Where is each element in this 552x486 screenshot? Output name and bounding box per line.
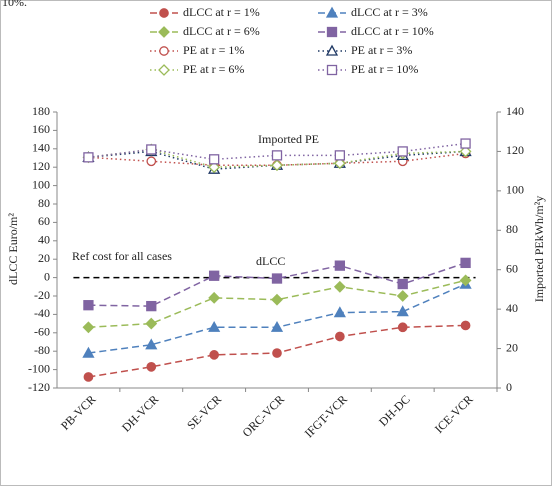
- y-axis-label: dLCC Euro/m²: [6, 213, 20, 285]
- annotation: dLCC: [256, 254, 285, 268]
- data-point: [83, 372, 94, 382]
- caption-fragment: 10%.: [2, 0, 27, 9]
- y-tick-label: 20: [38, 251, 50, 265]
- y2-tick-label: 0: [506, 380, 512, 394]
- y2-tick-label: 120: [506, 143, 524, 157]
- data-point: [208, 161, 221, 174]
- legend-marker: [325, 44, 339, 56]
- data-point: [208, 291, 221, 304]
- legend-marker: [158, 64, 170, 76]
- legend-label: PE at r = 3%: [351, 43, 412, 57]
- data-point: [82, 321, 95, 334]
- legend-marker: [159, 46, 169, 56]
- y-tick-label: -60: [34, 325, 50, 339]
- legend-item: PE at r = 3%: [318, 43, 412, 57]
- legend-label: dLCC at r = 3%: [351, 5, 428, 19]
- data-point: [208, 154, 220, 165]
- legend-label: dLCC at r = 1%: [183, 5, 260, 19]
- data-point: [146, 300, 157, 312]
- legend-label: dLCC at r = 10%: [351, 24, 434, 38]
- data-point: [397, 322, 408, 333]
- data-point: [209, 350, 219, 360]
- legend-item: PE at r = 10%: [318, 62, 418, 76]
- legend-marker: [326, 64, 338, 76]
- legend-label: PE at r = 6%: [183, 62, 244, 76]
- data-point: [146, 361, 157, 372]
- data-point: [460, 320, 471, 331]
- data-point: [271, 159, 283, 172]
- y2-axis-label: Imported PEkWh/m²y: [532, 196, 546, 303]
- data-point: [83, 152, 94, 163]
- legend-item: dLCC at r = 10%: [318, 24, 434, 38]
- y2-tick-label: 60: [506, 261, 518, 275]
- annotation: Imported PE: [258, 132, 319, 146]
- y-tick-label: 180: [32, 104, 50, 118]
- y-tick-label: 0: [44, 269, 50, 283]
- data-point: [334, 150, 346, 161]
- data-point: [83, 300, 94, 311]
- data-point: [333, 280, 346, 293]
- y-tick-label: -20: [34, 288, 50, 302]
- y-tick-label: 100: [32, 177, 50, 191]
- y-tick-label: 120: [32, 159, 50, 173]
- data-point: [460, 257, 471, 269]
- y-tick-label: 160: [32, 122, 50, 136]
- y2-tick-label: 40: [506, 301, 518, 315]
- legend-item: dLCC at r = 6%: [150, 24, 260, 38]
- data-point: [208, 320, 221, 332]
- data-point: [271, 150, 283, 161]
- data-point: [270, 320, 284, 332]
- y-tick-label: 40: [38, 233, 50, 247]
- data-point: [333, 306, 346, 318]
- data-point: [334, 260, 346, 271]
- data-point: [82, 346, 95, 358]
- legend-marker: [159, 8, 169, 18]
- y2-tick-label: 20: [506, 340, 518, 354]
- data-point: [146, 156, 157, 167]
- data-point: [396, 305, 409, 317]
- data-point: [145, 317, 158, 330]
- data-point: [208, 270, 220, 281]
- y-tick-label: -40: [34, 306, 50, 320]
- legend-item: PE at r = 6%: [150, 62, 244, 76]
- y-tick-label: -120: [28, 380, 50, 394]
- legend-label: dLCC at r = 6%: [183, 24, 260, 38]
- data-point: [146, 144, 157, 155]
- legend-item: PE at r = 1%: [150, 43, 244, 57]
- y-tick-label: 80: [38, 196, 50, 210]
- y2-tick-label: 140: [506, 104, 524, 118]
- data-point: [397, 146, 408, 157]
- legend-item: dLCC at r = 1%: [150, 5, 260, 19]
- legend-marker: [325, 6, 339, 18]
- data-point: [335, 331, 345, 342]
- data-point: [333, 157, 346, 170]
- legend-marker: [326, 26, 338, 38]
- y2-tick-label: 100: [506, 183, 524, 197]
- data-point: [396, 290, 409, 302]
- legend-item: dLCC at r = 3%: [318, 5, 428, 19]
- data-point: [271, 293, 283, 306]
- legend-label: PE at r = 1%: [183, 43, 244, 57]
- data-point: [459, 145, 472, 158]
- legend-label: PE at r = 10%: [351, 62, 418, 76]
- y2-tick-label: 80: [506, 222, 518, 236]
- ref-line-label: Ref cost for all cases: [72, 249, 172, 263]
- legend-marker: [158, 26, 170, 38]
- data-point: [459, 274, 472, 287]
- y-tick-label: -100: [28, 361, 50, 375]
- y-tick-label: 140: [32, 141, 50, 155]
- data-point: [272, 348, 282, 358]
- y-tick-label: -80: [34, 343, 50, 357]
- data-point: [145, 338, 158, 350]
- data-point: [460, 138, 471, 149]
- data-point: [397, 278, 408, 290]
- y-tick-label: 60: [38, 214, 50, 228]
- data-point: [271, 273, 283, 284]
